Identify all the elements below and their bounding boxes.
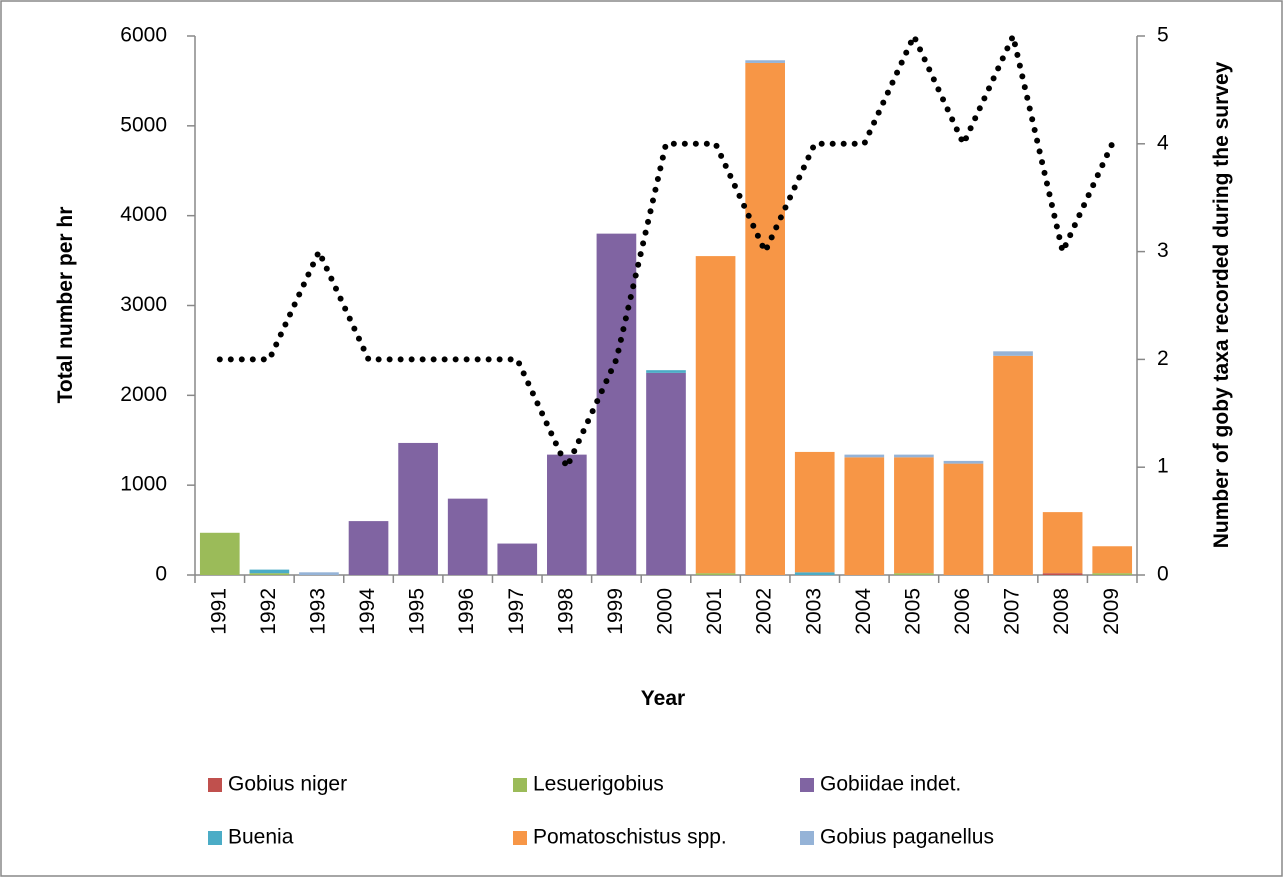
bar-segment bbox=[1042, 512, 1083, 574]
x-tick-label: 1999 bbox=[604, 588, 627, 635]
legend-swatch bbox=[208, 831, 222, 845]
bar-segment bbox=[596, 233, 637, 575]
bar-segment bbox=[547, 454, 587, 575]
bar-segment bbox=[1092, 573, 1133, 575]
x-tick-label: 2006 bbox=[951, 588, 974, 635]
x-tick-label: 1991 bbox=[207, 588, 230, 635]
bar-segment bbox=[993, 355, 1033, 575]
bar-segment bbox=[943, 463, 984, 575]
x-tick-label: 2009 bbox=[1100, 588, 1123, 635]
legend-label: Gobiidae indet. bbox=[820, 773, 961, 796]
bar-segment bbox=[894, 454, 934, 458]
y-tick-label: 3000 bbox=[120, 293, 167, 316]
bar-segment bbox=[844, 454, 885, 458]
x-tick-label: 2001 bbox=[703, 588, 726, 635]
bar-segment bbox=[299, 572, 339, 575]
x-axis-title: Year bbox=[641, 687, 685, 710]
bar-segment bbox=[1042, 573, 1083, 575]
legend-swatch bbox=[800, 778, 814, 792]
x-tick-label: 1995 bbox=[406, 588, 429, 635]
legend-label: Buenia bbox=[228, 826, 294, 849]
bar-segment bbox=[447, 498, 488, 575]
bar-segment bbox=[794, 572, 835, 575]
legend-label: Gobius paganellus bbox=[820, 826, 994, 849]
y2-tick-label: 3 bbox=[1157, 239, 1169, 262]
bar-segment bbox=[695, 256, 736, 574]
y-tick-label: 5000 bbox=[120, 113, 167, 136]
legend-label: Lesuerigobius bbox=[533, 773, 664, 796]
bar-segment bbox=[1092, 546, 1133, 574]
y-tick-label: 4000 bbox=[120, 203, 167, 226]
x-tick-label: 2005 bbox=[901, 588, 924, 635]
bar-segment bbox=[794, 451, 835, 573]
bar-segment bbox=[398, 442, 438, 575]
x-tick-label: 1996 bbox=[455, 588, 478, 635]
bar-segment bbox=[249, 569, 290, 574]
bar-segment bbox=[497, 543, 538, 575]
x-tick-label: 2002 bbox=[753, 588, 776, 635]
bar-segment bbox=[249, 573, 290, 575]
y2-tick-label: 4 bbox=[1157, 131, 1169, 154]
x-tick-label: 1993 bbox=[306, 588, 329, 635]
x-tick-label: 2003 bbox=[802, 588, 825, 635]
bar-segment bbox=[993, 351, 1033, 356]
x-tick-label: 2000 bbox=[654, 588, 677, 635]
y2-tick-label: 0 bbox=[1157, 563, 1169, 586]
bar-segment bbox=[745, 60, 785, 63]
taxa-line bbox=[216, 33, 1116, 471]
bar-segment bbox=[844, 457, 885, 575]
legend-swatch bbox=[513, 831, 527, 845]
y2-tick-label: 2 bbox=[1157, 347, 1169, 370]
y-tick-label: 6000 bbox=[120, 24, 167, 47]
y-tick-label: 2000 bbox=[120, 383, 167, 406]
y2-tick-label: 1 bbox=[1157, 455, 1169, 478]
x-tick-label: 1998 bbox=[554, 588, 577, 635]
bar-segment bbox=[695, 573, 736, 575]
bar-segment bbox=[646, 370, 686, 373]
y2-axis-title: Number of goby taxa recorded during the … bbox=[1210, 61, 1233, 548]
x-tick-label: 2008 bbox=[1050, 588, 1073, 635]
x-tick-label: 1992 bbox=[257, 588, 280, 635]
bar-segment bbox=[745, 62, 785, 575]
bar-segment bbox=[894, 573, 934, 575]
legend-swatch bbox=[208, 778, 222, 792]
bar-segment bbox=[894, 457, 934, 574]
y-tick-label: 0 bbox=[155, 563, 167, 586]
bar-segment bbox=[348, 521, 389, 575]
bar-segment bbox=[199, 532, 240, 575]
x-tick-label: 1994 bbox=[356, 588, 379, 635]
x-tick-label: 1997 bbox=[505, 588, 528, 635]
legend-swatch bbox=[800, 831, 814, 845]
bar-segment bbox=[943, 460, 984, 464]
x-tick-label: 2004 bbox=[852, 588, 875, 635]
bar-segment bbox=[646, 372, 686, 575]
legend-label: Gobius niger bbox=[228, 773, 347, 796]
legend-label: Pomatoschistus spp. bbox=[533, 826, 727, 849]
x-tick-label: 2007 bbox=[1001, 588, 1024, 635]
y-axis-title: Total number per hr bbox=[54, 207, 77, 404]
legend-swatch bbox=[513, 778, 527, 792]
y-tick-label: 1000 bbox=[120, 473, 167, 496]
y2-tick-label: 5 bbox=[1157, 24, 1169, 47]
